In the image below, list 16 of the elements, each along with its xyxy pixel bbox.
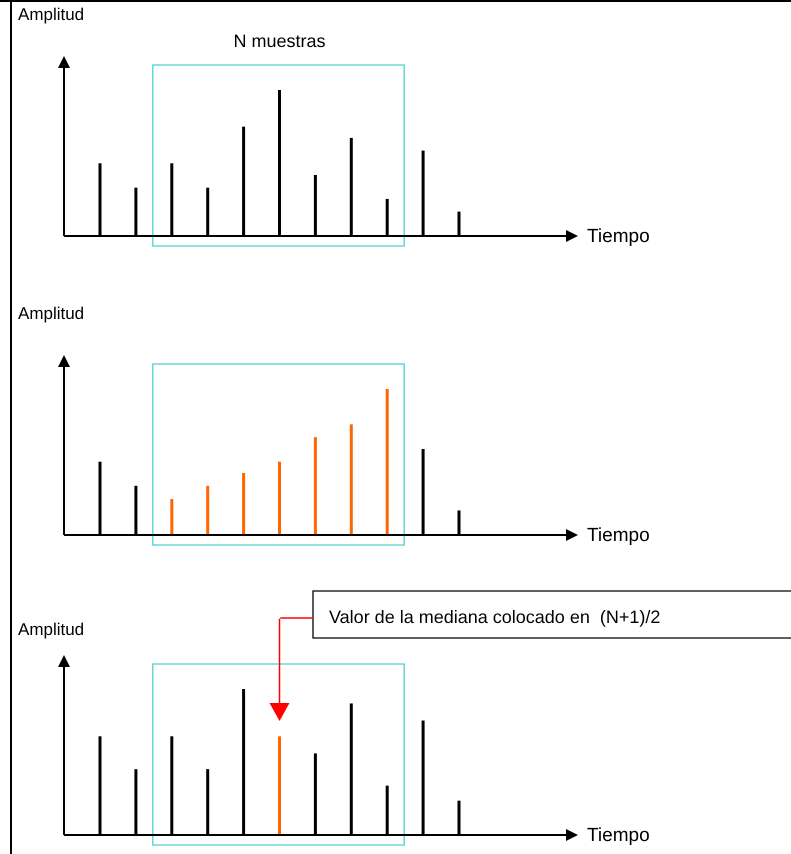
x-axis-title: Tiempo: [587, 226, 650, 247]
bar: [314, 437, 317, 535]
x-axis-title: Tiempo: [587, 825, 650, 846]
x-axis-title: Tiempo: [587, 525, 650, 546]
bar: [170, 499, 174, 535]
bar: [278, 462, 281, 535]
text: Valor de la mediana colocado en (N+1)/2: [329, 607, 660, 627]
y-axis-title: Amplitud: [18, 620, 84, 639]
y-axis-title: Amplitud: [18, 304, 84, 323]
bar: [386, 389, 389, 535]
y-axis-title: Amplitud: [18, 5, 84, 24]
bar: [350, 424, 353, 535]
bar: [278, 736, 281, 835]
text: N muestras: [233, 31, 326, 51]
bar: [242, 472, 246, 535]
bar: [206, 486, 210, 535]
